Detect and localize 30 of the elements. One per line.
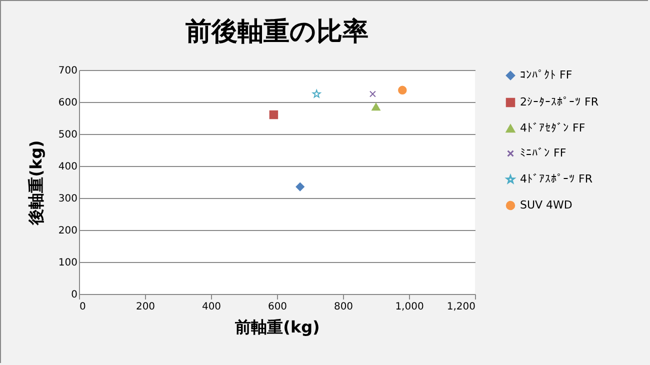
x-tick-label: 200: [136, 302, 156, 312]
legend-label: 2ｼｰﾀｰｽﾎﾟｰﾂ FR: [520, 96, 599, 108]
y-tick-label: 400: [58, 162, 78, 172]
x-tick-label: 600: [268, 302, 288, 312]
y-tick-label: 100: [58, 258, 78, 268]
x-tick-label: 800: [334, 302, 354, 312]
x-axis-title: 前軸重(kg): [234, 318, 320, 336]
y-axis-title: 後軸重(kg): [26, 140, 46, 226]
legend-label: ｺﾝﾊﾟｸﾄ FF: [520, 68, 572, 82]
x-tick-label: 1,200: [446, 302, 476, 312]
legend-label: SUV 4WD: [520, 198, 572, 212]
x-tick-label: 0: [80, 302, 86, 312]
y-tick-label: 500: [58, 130, 78, 140]
point: [296, 182, 304, 192]
y-tick-label: 300: [58, 194, 78, 204]
legend-label: 4ﾄﾞｱｽﾎﾟｰﾂ FR: [520, 172, 593, 186]
point: [398, 86, 407, 95]
point: [372, 102, 380, 111]
legend-label: ﾐﾆﾊﾞﾝ FF: [520, 146, 566, 160]
point: [369, 90, 376, 98]
chart-title: 前後軸重の比率: [184, 17, 368, 47]
y-tick-label: 700: [58, 66, 78, 76]
y-tick-label: 600: [58, 98, 78, 108]
point: [269, 110, 278, 120]
point: [312, 90, 321, 98]
x-tick-label: 400: [202, 302, 222, 312]
y-tick-label: 0: [71, 290, 78, 300]
x-tick-label: 1,000: [395, 302, 424, 312]
y-tick-label: 200: [58, 226, 78, 236]
legend-label: 4ﾄﾞｱｾﾀﾞﾝ FF: [520, 122, 586, 134]
